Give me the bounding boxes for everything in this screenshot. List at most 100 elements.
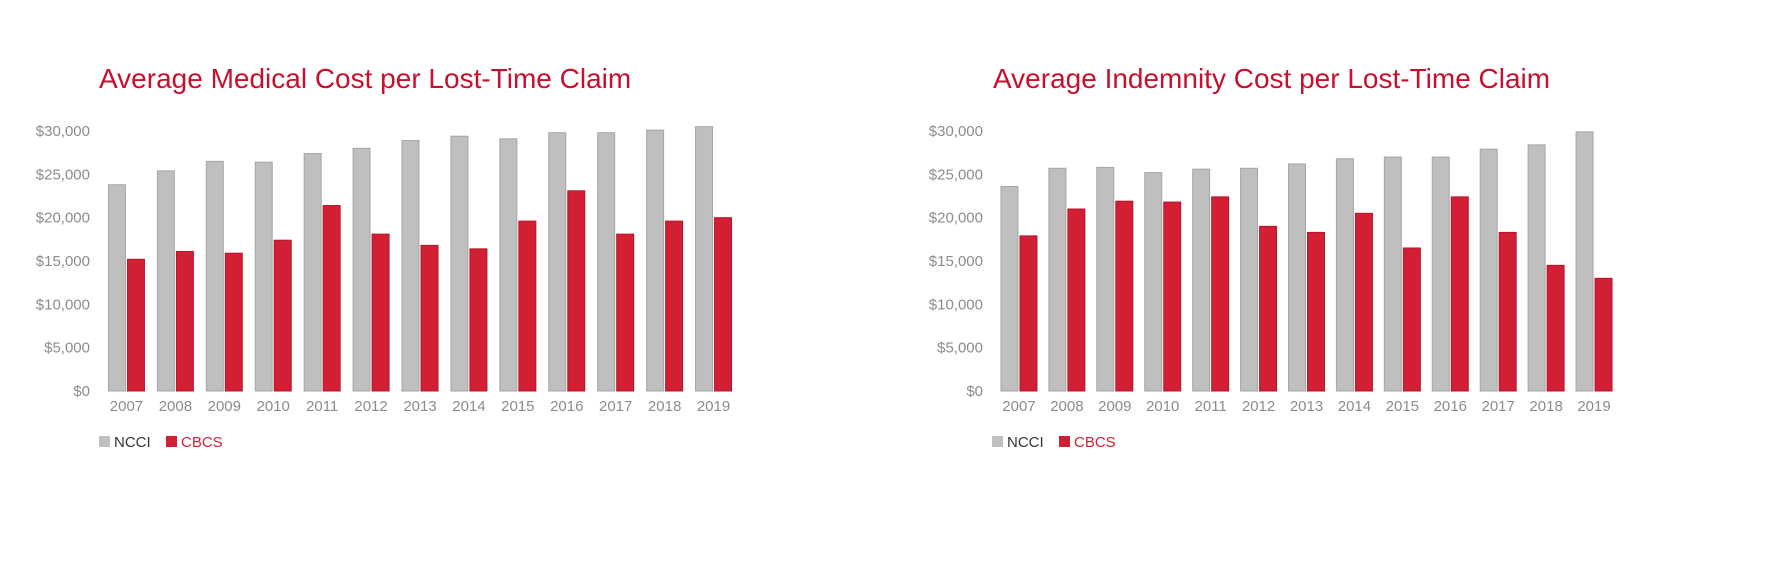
bar-ncci-2008	[1048, 167, 1067, 392]
bar-cbcs-2013	[420, 244, 439, 392]
y-tick-label: $15,000	[36, 253, 90, 270]
bar-ncci-2014	[1335, 158, 1354, 392]
legend-label-cbcs: CBCS	[1074, 434, 1116, 451]
medical-chart-title: Average Medical Cost per Lost-Time Claim	[99, 63, 631, 94]
y-tick-label: $15,000	[929, 253, 983, 270]
legend-label-ncci: NCCI	[1007, 434, 1044, 451]
legend-swatch-cbcs	[1059, 436, 1070, 447]
bar-ncci-2018	[1527, 144, 1546, 392]
indemnity-chart-title: Average Indemnity Cost per Lost-Time Cla…	[993, 63, 1550, 94]
bar-cbcs-2019	[714, 217, 733, 392]
legend-label-cbcs: CBCS	[181, 434, 223, 451]
y-tick-label: $30,000	[36, 123, 90, 140]
x-tick-label: 2019	[1577, 398, 1610, 415]
x-tick-label: 2009	[1098, 398, 1131, 415]
x-tick-label: 2009	[208, 398, 241, 415]
bar-ncci-2010	[1144, 172, 1163, 392]
legend-swatch-ncci	[992, 436, 1003, 447]
bar-ncci-2011	[303, 153, 322, 392]
bar-ncci-2019	[695, 126, 714, 392]
x-tick-label: 2016	[1434, 398, 1467, 415]
bar-ncci-2007	[107, 184, 126, 392]
x-tick-label: 2011	[306, 398, 338, 415]
y-tick-label: $20,000	[36, 210, 90, 227]
bar-ncci-2018	[646, 129, 665, 392]
medical-cost-chart-panel: Average Medical Cost per Lost-Time Claim…	[36, 63, 733, 451]
indemnity-cost-chart-panel: Average Indemnity Cost per Lost-Time Cla…	[893, 0, 1786, 564]
bar-ncci-2016	[1431, 156, 1450, 392]
bar-cbcs-2007	[1019, 235, 1038, 392]
bar-ncci-2019	[1575, 131, 1594, 392]
bar-cbcs-2008	[1067, 208, 1086, 392]
legend-swatch-cbcs	[166, 436, 177, 447]
y-tick-label: $5,000	[937, 340, 983, 357]
indemnity-chart-svg: Average Indemnity Cost per Lost-Time Cla…	[929, 63, 1613, 451]
x-tick-label: 2016	[550, 398, 583, 415]
bar-cbcs-2017	[616, 233, 635, 392]
y-tick-label: $0	[966, 383, 983, 400]
bar-cbcs-2016	[567, 190, 586, 392]
bar-cbcs-2019	[1594, 277, 1613, 392]
y-tick-label: $5,000	[44, 340, 90, 357]
x-tick-label: 2017	[599, 398, 632, 415]
bar-ncci-2010	[254, 161, 273, 392]
x-tick-label: 2013	[1290, 398, 1323, 415]
bar-cbcs-2010	[1163, 201, 1182, 392]
indemnity-legend: NCCI CBCS	[992, 434, 1116, 451]
x-tick-label: 2011	[1195, 398, 1227, 415]
x-tick-label: 2010	[257, 398, 290, 415]
x-tick-label: 2015	[1386, 398, 1419, 415]
x-tick-label: 2015	[501, 398, 534, 415]
bar-cbcs-2012	[1259, 225, 1278, 392]
bar-cbcs-2014	[1354, 212, 1373, 392]
y-tick-label: $25,000	[36, 166, 90, 183]
bar-cbcs-2011	[322, 205, 341, 392]
x-tick-label: 2008	[1050, 398, 1083, 415]
legend-swatch-ncci	[99, 436, 110, 447]
medical-legend: NCCI CBCS	[99, 434, 223, 451]
bar-ncci-2017	[597, 132, 616, 392]
bar-ncci-2012	[352, 147, 371, 392]
bar-ncci-2017	[1479, 148, 1498, 392]
y-tick-label: $20,000	[929, 210, 983, 227]
bar-ncci-2013	[401, 140, 420, 392]
bar-ncci-2009	[205, 160, 224, 392]
bar-ncci-2014	[450, 135, 469, 392]
bar-cbcs-2013	[1307, 231, 1325, 392]
x-tick-label: 2007	[110, 398, 143, 415]
x-tick-label: 2012	[1242, 398, 1275, 415]
bar-ncci-2007	[1000, 185, 1019, 392]
bar-ncci-2009	[1096, 166, 1115, 392]
bar-cbcs-2010	[273, 239, 292, 392]
x-tick-label: 2014	[452, 398, 485, 415]
y-tick-label: $25,000	[929, 166, 983, 183]
bar-cbcs-2007	[126, 258, 145, 392]
bar-cbcs-2018	[665, 220, 684, 392]
y-tick-label: $10,000	[929, 296, 983, 313]
x-tick-label: 2013	[403, 398, 436, 415]
x-tick-label: 2018	[1529, 398, 1562, 415]
bar-ncci-2016	[548, 132, 567, 392]
bar-cbcs-2015	[518, 220, 537, 392]
bar-cbcs-2009	[224, 252, 243, 392]
x-tick-label: 2007	[1002, 398, 1035, 415]
bar-ncci-2011	[1192, 168, 1211, 392]
bar-cbcs-2014	[469, 248, 488, 392]
legend-label-ncci: NCCI	[114, 434, 151, 451]
x-tick-label: 2017	[1482, 398, 1515, 415]
bar-cbcs-2018	[1546, 264, 1565, 392]
x-tick-label: 2008	[159, 398, 192, 415]
bar-ncci-2013	[1288, 163, 1306, 392]
y-tick-label: $0	[73, 383, 90, 400]
x-tick-label: 2014	[1338, 398, 1371, 415]
x-tick-label: 2010	[1146, 398, 1179, 415]
y-tick-label: $30,000	[929, 123, 983, 140]
bar-ncci-2015	[499, 138, 518, 392]
y-tick-label: $10,000	[36, 296, 90, 313]
bar-cbcs-2015	[1402, 247, 1421, 392]
bar-ncci-2008	[156, 170, 175, 392]
x-tick-label: 2018	[648, 398, 681, 415]
bar-cbcs-2016	[1450, 196, 1469, 392]
bar-ncci-2012	[1240, 167, 1259, 392]
